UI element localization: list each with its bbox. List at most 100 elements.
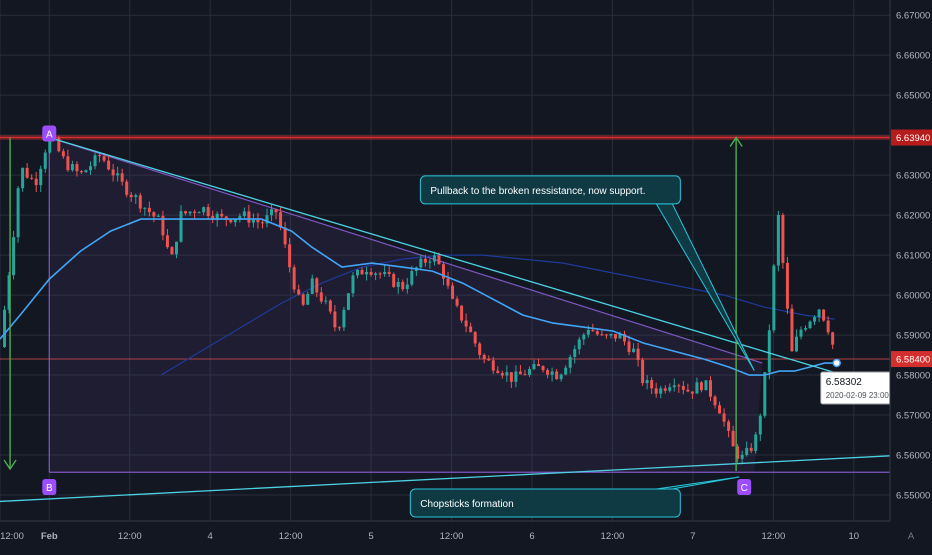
point-marker-label: C xyxy=(741,483,748,494)
candle-body xyxy=(184,211,188,214)
candle-body xyxy=(161,215,165,236)
point-marker-box xyxy=(42,125,57,142)
candle-body xyxy=(604,334,608,336)
point-marker-c[interactable]: C xyxy=(737,479,752,496)
candle-body xyxy=(301,294,305,305)
time-tick-label: 12:00 xyxy=(601,531,625,542)
candle-body xyxy=(129,194,133,198)
price-tick-label: 6.59000 xyxy=(896,331,930,342)
candle-body xyxy=(509,372,513,382)
candle-body xyxy=(826,320,830,333)
candle-body xyxy=(21,167,25,189)
annotation-callout[interactable]: Pullback to the broken ressistance, now … xyxy=(419,175,755,371)
candle-body xyxy=(713,396,717,406)
candle-body xyxy=(202,207,206,213)
point-marker-a[interactable]: A xyxy=(42,125,57,142)
price-axis[interactable]: 6.55000 6.56000 6.57000 6.58000 6.59000 6.600… xyxy=(889,0,932,550)
candle-body xyxy=(337,327,341,329)
point-marker-box xyxy=(42,479,57,496)
candle-body xyxy=(401,282,405,290)
candle-body xyxy=(613,333,617,339)
measure-arrow[interactable] xyxy=(729,136,743,472)
candle-body xyxy=(197,212,201,214)
candle-body xyxy=(550,371,554,375)
candle-body xyxy=(260,222,264,224)
candle-body xyxy=(677,385,681,387)
price-label-text: 6.63940 xyxy=(896,133,930,144)
candle-body xyxy=(686,389,690,392)
candle-body xyxy=(790,308,794,352)
time-axis-bg xyxy=(0,521,932,550)
candle-body xyxy=(279,212,283,228)
candle-body xyxy=(496,370,500,374)
candle-body xyxy=(333,311,337,328)
candle-body xyxy=(460,305,464,321)
candle-body xyxy=(699,382,703,391)
time-axis[interactable]: 12:00 Feb 12:00 4 12:00 5 12:00 6 12:00 7 12:00 10 A xyxy=(0,520,932,550)
candle-body xyxy=(469,326,473,333)
candle-body xyxy=(156,215,160,217)
callout-box xyxy=(419,175,681,205)
price-label-text: 6.58400 xyxy=(896,355,930,366)
candle-body xyxy=(623,333,627,342)
time-tick-label: 4 xyxy=(208,531,213,542)
measure-arrow[interactable] xyxy=(3,137,17,471)
price-tick-label: 6.60000 xyxy=(896,291,930,302)
candle-body xyxy=(342,309,346,328)
descending-trendline[interactable] xyxy=(49,136,891,390)
candle-body xyxy=(369,271,373,275)
candle-body xyxy=(256,219,260,223)
price-tick-label: 6.62000 xyxy=(896,211,930,222)
price-label-box xyxy=(891,129,932,146)
candle-body xyxy=(265,215,269,224)
auto-scale-button[interactable]: A xyxy=(908,531,915,542)
candle-body xyxy=(754,434,758,451)
candle-body xyxy=(482,354,486,360)
candle-body xyxy=(681,386,685,390)
time-tick-label: 10 xyxy=(849,531,860,542)
candle-body xyxy=(464,320,468,327)
candle-body xyxy=(229,219,233,223)
candle-body xyxy=(75,164,79,172)
point-marker-b[interactable]: B xyxy=(42,479,57,496)
point-marker-label: B xyxy=(46,483,53,494)
price-tick-label: 6.56000 xyxy=(896,451,930,462)
resistance-price-label: 6.63940 xyxy=(891,129,932,146)
candle-body xyxy=(478,343,482,355)
time-tick-label: 5 xyxy=(368,531,373,542)
candle-body xyxy=(365,271,369,275)
candle-body xyxy=(138,195,142,209)
candle-body xyxy=(745,447,749,455)
candle-body xyxy=(740,454,744,459)
annotation-callout[interactable]: Chopsticks formation xyxy=(409,476,740,518)
candle-body xyxy=(387,271,391,274)
candle-body xyxy=(813,317,817,322)
candle-body xyxy=(215,213,219,220)
candle-body xyxy=(727,421,731,431)
candle-body xyxy=(288,244,292,268)
candle-body xyxy=(251,219,255,223)
candle-body xyxy=(423,258,427,263)
candle-body xyxy=(206,207,210,217)
candle-body xyxy=(523,374,527,376)
candle-body xyxy=(25,167,29,178)
candle-body xyxy=(346,293,350,310)
candle-body xyxy=(776,214,780,266)
candle-body xyxy=(749,447,753,451)
candle-body xyxy=(378,273,382,275)
candle-body xyxy=(297,289,301,295)
candle-body xyxy=(505,372,509,376)
candle-body xyxy=(672,385,676,388)
candle-body xyxy=(211,216,215,220)
candle-body xyxy=(772,265,776,331)
candle-body xyxy=(360,269,364,275)
candle-body xyxy=(16,188,20,238)
candle-body xyxy=(134,195,138,198)
candle-body xyxy=(518,371,522,375)
time-tick-label: 12:00 xyxy=(279,531,303,542)
candle-body xyxy=(328,300,332,312)
candle-body xyxy=(704,380,708,391)
candle-body xyxy=(165,235,169,248)
